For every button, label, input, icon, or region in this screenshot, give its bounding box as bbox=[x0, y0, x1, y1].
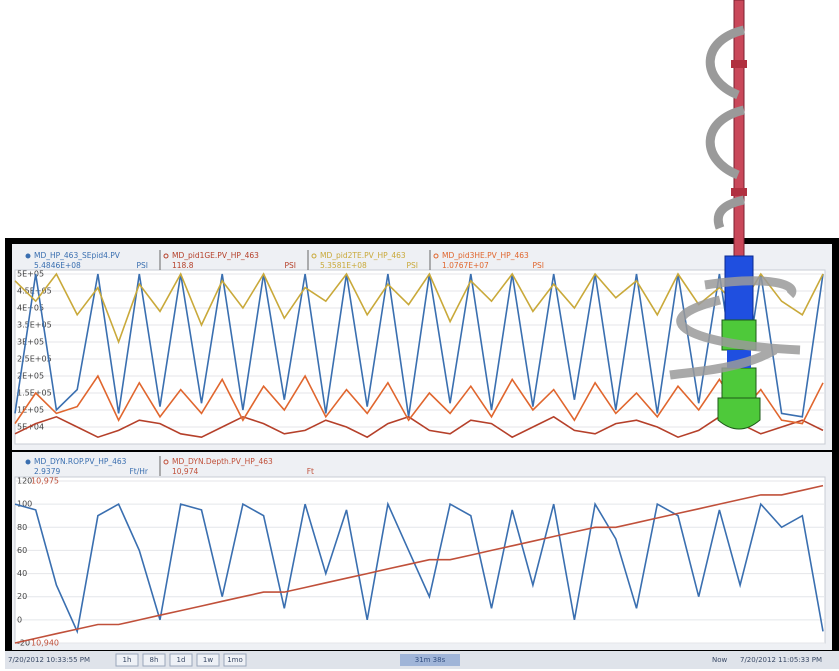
legend-unit: Ft bbox=[307, 467, 314, 476]
rotation-arrow bbox=[669, 295, 801, 380]
y-tick-label: 1.5E+05 bbox=[17, 389, 52, 398]
y-tick-label: 4.5E+05 bbox=[17, 287, 52, 296]
range-button[interactable] bbox=[115, 653, 139, 667]
legend-unit: Ft/Hr bbox=[129, 467, 148, 476]
range-button[interactable] bbox=[223, 653, 247, 667]
y2-tick-label: 10,975 bbox=[31, 477, 59, 486]
bit bbox=[717, 397, 761, 430]
rotation-arrow bbox=[705, 25, 746, 230]
y-tick-label: 20 bbox=[17, 592, 27, 601]
legend-name: MD_pid1GE.PV_HP_463 bbox=[172, 251, 259, 260]
pipe bbox=[733, 0, 745, 257]
range-button[interactable] bbox=[142, 653, 166, 667]
series-line bbox=[14, 374, 824, 425]
stabilizer bbox=[721, 367, 757, 399]
rotation-arrow bbox=[704, 276, 797, 299]
range-button-label[interactable]: 1d bbox=[177, 656, 186, 664]
y-tick-label: 40 bbox=[17, 569, 27, 578]
y-tick-label: 3.5E+05 bbox=[17, 321, 52, 330]
series-line bbox=[14, 501, 824, 635]
legend-name: MD_HP_463_SEpid4.PV bbox=[34, 251, 121, 260]
legend-unit: PSI bbox=[285, 261, 297, 270]
range-button[interactable] bbox=[169, 653, 193, 667]
legend-unit: PSI bbox=[137, 261, 149, 270]
y-tick-label: 60 bbox=[17, 546, 27, 555]
legend-name: MD_pid3HE.PV_HP_463 bbox=[442, 251, 529, 260]
range-button-label[interactable]: 1h bbox=[123, 656, 132, 664]
legend-name: MD_DYN.Depth.PV_HP_463 bbox=[172, 457, 273, 466]
joint bbox=[731, 60, 747, 68]
legend-value: 2.9379 bbox=[34, 467, 60, 476]
legend-value: 1.0767E+07 bbox=[442, 261, 489, 270]
legend-marker bbox=[433, 253, 439, 259]
legend-name: MD_DYN.ROP.PV_HP_463 bbox=[34, 457, 127, 466]
range-button[interactable] bbox=[196, 653, 220, 667]
drill-illustration bbox=[669, 0, 801, 430]
y-tick-label: 0 bbox=[17, 615, 22, 624]
motor bbox=[724, 255, 754, 321]
y-tick-label: 1E+05 bbox=[17, 406, 44, 415]
legend-unit: PSI bbox=[533, 261, 545, 270]
legend-marker bbox=[311, 253, 317, 259]
series-line bbox=[14, 273, 824, 418]
y-tick-label: -20 bbox=[17, 639, 30, 648]
y-tick-label: 5E+05 bbox=[17, 270, 44, 279]
now-button[interactable]: Now bbox=[712, 656, 728, 664]
y-tick-label: 2E+05 bbox=[17, 372, 44, 381]
range-button-label[interactable]: 1w bbox=[203, 656, 213, 664]
span-box bbox=[400, 654, 460, 666]
legend-unit: PSI bbox=[407, 261, 419, 270]
y-tick-label: 80 bbox=[17, 523, 27, 532]
range-button-label[interactable]: 8h bbox=[150, 656, 159, 664]
plot-area bbox=[14, 476, 826, 644]
legend-marker bbox=[25, 253, 31, 259]
legend-name: MD_pid2TE.PV_HP_463 bbox=[320, 251, 406, 260]
toolbar-items: 7/20/2012 10:33:55 PM 31m 38s Now 7/20/2… bbox=[8, 656, 822, 664]
legend-value: 5.3581E+08 bbox=[320, 261, 367, 270]
series-line bbox=[14, 484, 824, 644]
y-tick-label: 2.5E+05 bbox=[17, 355, 52, 364]
end-time: 7/20/2012 11:05:33 PM bbox=[740, 656, 822, 664]
legend-marker bbox=[163, 253, 169, 259]
plots: 5E+041E+051.5E+052E+052.5E+053E+053.5E+0… bbox=[14, 250, 826, 648]
legend-value: 10,974 bbox=[172, 467, 198, 476]
series-line bbox=[14, 415, 824, 439]
y2-tick-label: 10,940 bbox=[31, 639, 59, 648]
y-tick-label: 120 bbox=[17, 477, 32, 486]
y-tick-label: 3E+05 bbox=[17, 338, 44, 347]
joint bbox=[731, 188, 747, 196]
legend-value: 118.8 bbox=[172, 261, 194, 270]
legend-value: 5.4846E+08 bbox=[34, 261, 81, 270]
series-line bbox=[14, 272, 824, 345]
legend-marker bbox=[25, 459, 31, 465]
start-time: 7/20/2012 10:33:55 PM bbox=[8, 656, 90, 664]
range-button-label[interactable]: 1mo bbox=[227, 656, 243, 664]
span: 31m 38s bbox=[415, 656, 446, 664]
y-tick-label: 100 bbox=[17, 500, 32, 509]
legend-marker bbox=[163, 459, 169, 465]
